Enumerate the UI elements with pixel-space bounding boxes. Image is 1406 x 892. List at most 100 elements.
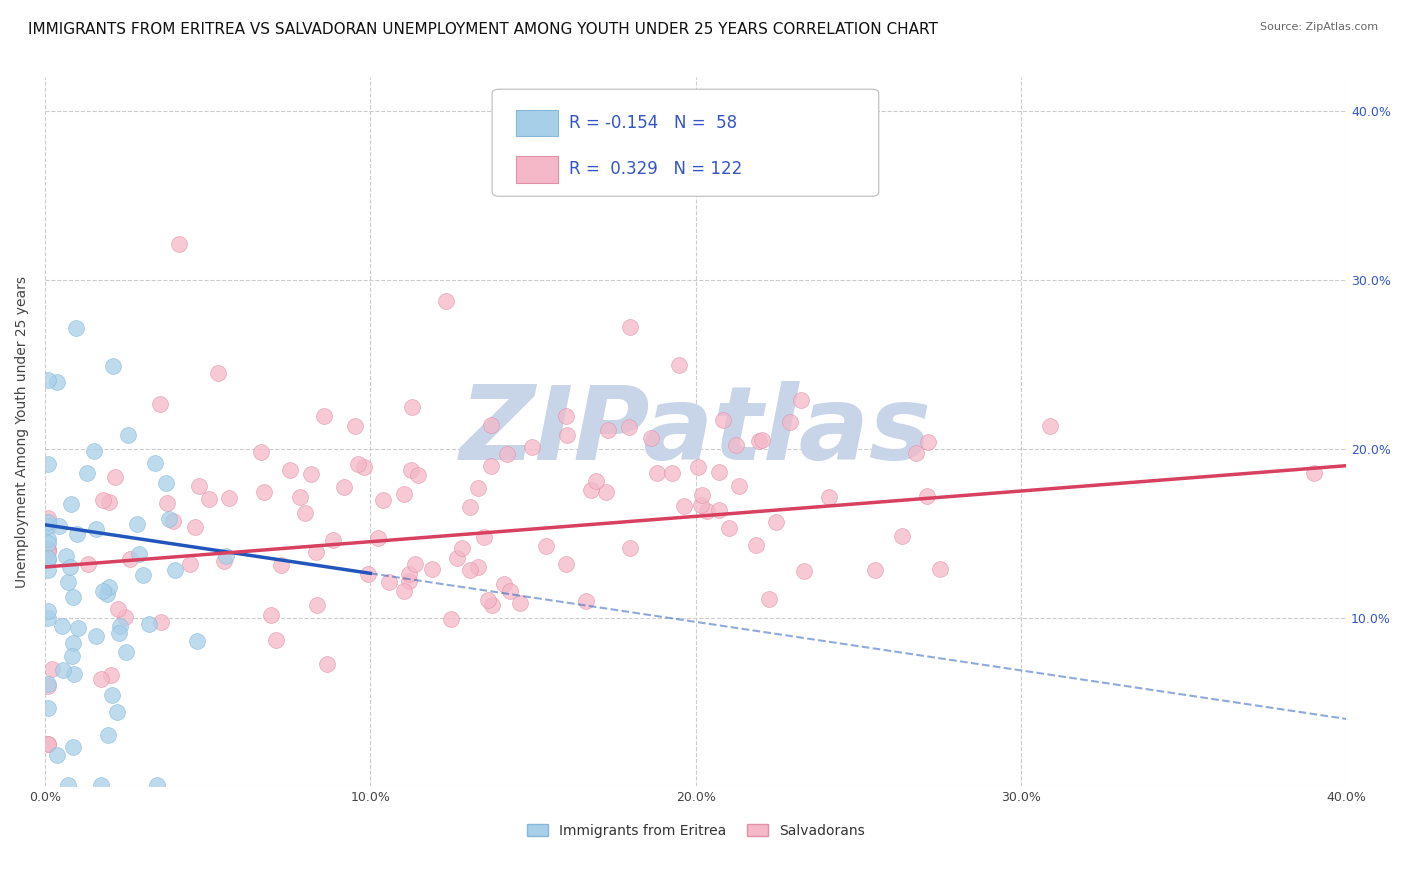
Point — [186, 634, 208, 648]
Point — [37, 679, 59, 693]
Point — [62, 590, 84, 604]
Point — [37, 532, 59, 546]
Point — [187, 478, 209, 492]
Point — [37, 541, 59, 556]
Point — [728, 479, 751, 493]
Point — [215, 549, 238, 564]
Point — [367, 532, 389, 546]
Point — [467, 560, 489, 574]
Point — [60, 497, 83, 511]
Point — [105, 706, 128, 720]
Point — [499, 584, 522, 599]
Point — [62, 739, 84, 754]
Point — [270, 558, 292, 573]
Point — [103, 359, 125, 373]
Point — [315, 657, 337, 671]
Point — [37, 676, 59, 690]
Point — [640, 431, 662, 445]
Point — [305, 545, 328, 559]
Point — [420, 562, 443, 576]
Point — [114, 610, 136, 624]
Point — [41, 662, 63, 676]
Point — [450, 541, 472, 555]
Point — [63, 666, 86, 681]
Point — [97, 495, 120, 509]
Point — [59, 559, 82, 574]
Point — [392, 486, 415, 500]
Point — [66, 527, 89, 541]
Point — [60, 649, 83, 664]
Point — [585, 474, 607, 488]
Point — [299, 467, 322, 482]
Point — [467, 481, 489, 495]
Point — [294, 507, 316, 521]
Point — [579, 483, 602, 497]
Point — [668, 358, 690, 372]
Point — [928, 562, 950, 576]
Point — [253, 485, 276, 500]
Point — [745, 538, 768, 552]
Point — [143, 456, 166, 470]
Point — [817, 490, 839, 504]
Point — [118, 552, 141, 566]
Point — [479, 459, 502, 474]
Point — [686, 460, 709, 475]
Point — [406, 467, 429, 482]
Point — [332, 480, 354, 494]
Point — [751, 433, 773, 447]
Point — [114, 645, 136, 659]
Point — [101, 688, 124, 702]
Point — [163, 563, 186, 577]
Point — [37, 543, 59, 558]
Point — [645, 467, 668, 481]
Point — [793, 564, 815, 578]
Point — [184, 520, 207, 534]
Point — [55, 549, 77, 564]
Y-axis label: Unemployment Among Youth under 25 years: Unemployment Among Youth under 25 years — [15, 276, 30, 588]
Point — [37, 536, 59, 550]
Point — [534, 539, 557, 553]
Point — [76, 467, 98, 481]
Point — [509, 597, 531, 611]
Point — [156, 496, 179, 510]
Point — [398, 574, 420, 589]
Text: R =  0.329   N = 122: R = 0.329 N = 122 — [569, 161, 742, 178]
Point — [440, 612, 463, 626]
Point — [100, 668, 122, 682]
Point — [707, 465, 730, 479]
Point — [520, 440, 543, 454]
Point — [460, 563, 482, 577]
Point — [157, 512, 180, 526]
Point — [619, 320, 641, 334]
Point — [90, 672, 112, 686]
Point — [598, 423, 620, 437]
Point — [37, 611, 59, 625]
Point — [128, 547, 150, 561]
Point — [357, 567, 380, 582]
Point — [84, 522, 107, 536]
Point — [37, 515, 59, 529]
Point — [479, 418, 502, 433]
Point — [104, 470, 127, 484]
Point — [446, 551, 468, 566]
Point — [37, 545, 59, 559]
Point — [37, 510, 59, 524]
Point — [472, 531, 495, 545]
Point — [1302, 466, 1324, 480]
Point — [52, 663, 75, 677]
Point — [458, 500, 481, 514]
Point — [37, 518, 59, 533]
Point — [260, 607, 283, 622]
Point — [107, 626, 129, 640]
Point — [353, 459, 375, 474]
Point — [278, 463, 301, 477]
Point — [891, 529, 914, 543]
Point — [198, 492, 221, 507]
Point — [371, 492, 394, 507]
Point — [127, 516, 149, 531]
Point — [149, 396, 172, 410]
Point — [392, 584, 415, 599]
Point — [45, 747, 67, 762]
Point — [696, 504, 718, 518]
Point — [155, 476, 177, 491]
